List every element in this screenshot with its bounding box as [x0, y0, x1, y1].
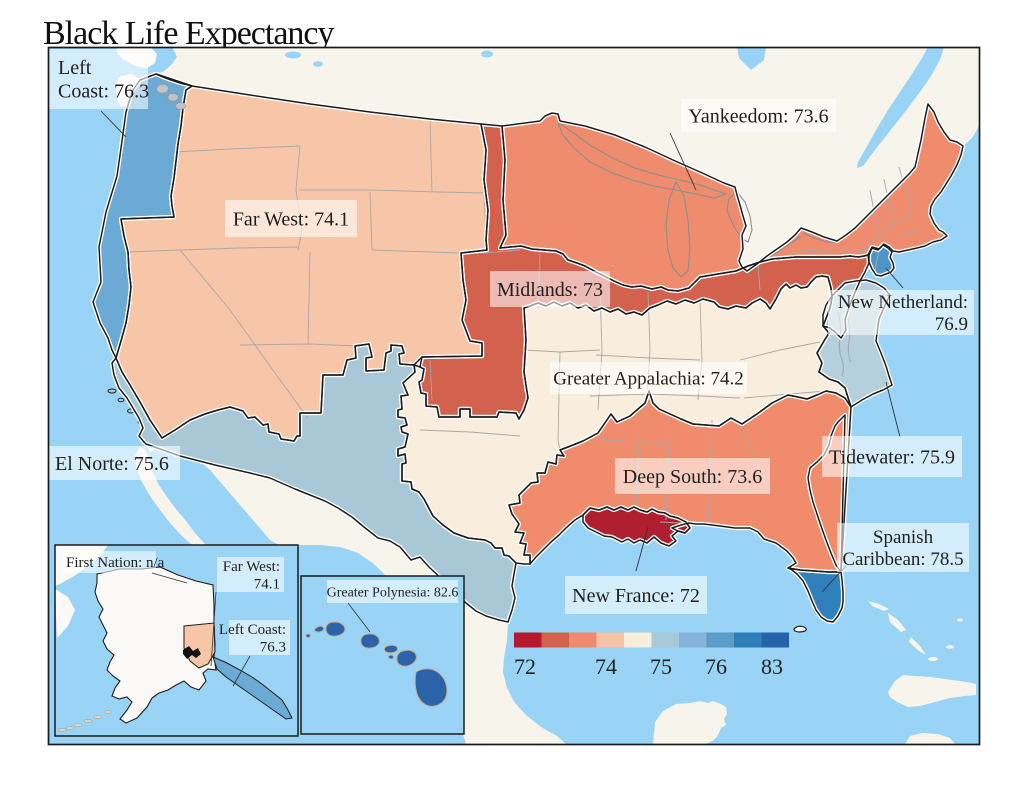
- svg-text:75: 75: [650, 654, 672, 679]
- svg-text:76: 76: [705, 654, 727, 679]
- svg-text:83: 83: [761, 654, 783, 679]
- svg-text:El Norte: 75.6: El Norte: 75.6: [55, 453, 169, 475]
- svg-text:Far West: 74.1: Far West: 74.1: [233, 208, 349, 230]
- svg-text:First Nation: n/a: First Nation: n/a: [66, 555, 165, 571]
- svg-text:Left: Left: [58, 57, 92, 79]
- svg-text:New Netherland:: New Netherland:: [838, 292, 968, 313]
- svg-text:Spanish: Spanish: [873, 527, 934, 548]
- svg-text:72: 72: [514, 654, 536, 679]
- svg-text:Caribbean: 78.5: Caribbean: 78.5: [842, 549, 963, 570]
- svg-text:Midlands: 73: Midlands: 73: [497, 279, 603, 301]
- svg-text:New France: 72: New France: 72: [572, 585, 700, 607]
- svg-text:Tidewater: 75.9: Tidewater: 75.9: [829, 446, 955, 468]
- svg-text:Yankeedom: 73.6: Yankeedom: 73.6: [688, 105, 828, 127]
- svg-text:76.9: 76.9: [935, 314, 968, 335]
- svg-text:76.3: 76.3: [260, 640, 286, 656]
- svg-text:74.1: 74.1: [254, 577, 280, 593]
- svg-text:Greater Appalachia: 74.2: Greater Appalachia: 74.2: [553, 369, 743, 390]
- svg-text:Far West:: Far West:: [223, 559, 280, 575]
- svg-text:74: 74: [595, 654, 617, 679]
- svg-text:Coast: 76.3: Coast: 76.3: [58, 81, 149, 103]
- svg-text:Greater Polynesia: 82.6: Greater Polynesia: 82.6: [327, 585, 459, 600]
- svg-text:Black Life Expectancy: Black Life Expectancy: [43, 15, 335, 52]
- svg-text:Left Coast:: Left Coast:: [219, 622, 286, 638]
- svg-text:Deep South: 73.6: Deep South: 73.6: [623, 466, 762, 488]
